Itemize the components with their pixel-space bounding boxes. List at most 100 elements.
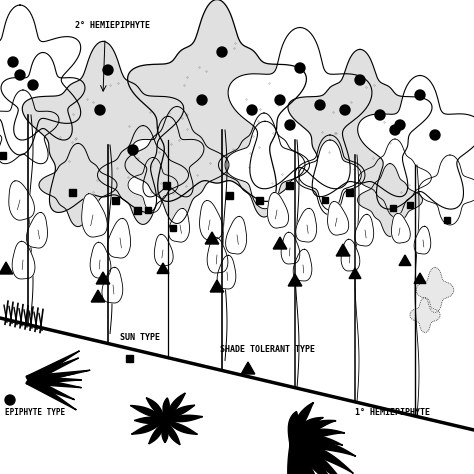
Polygon shape [155, 234, 173, 266]
Text: 2° HEMIEPIPHYTE: 2° HEMIEPIPHYTE [75, 21, 150, 30]
Polygon shape [207, 237, 228, 273]
Polygon shape [210, 280, 224, 292]
Polygon shape [165, 405, 195, 420]
Polygon shape [273, 237, 287, 249]
Circle shape [395, 120, 405, 130]
Polygon shape [267, 192, 289, 228]
Polygon shape [27, 370, 90, 384]
Polygon shape [27, 376, 74, 400]
Polygon shape [228, 27, 372, 189]
Polygon shape [0, 5, 81, 155]
Polygon shape [12, 241, 35, 279]
Polygon shape [419, 155, 474, 225]
Polygon shape [290, 436, 343, 445]
Polygon shape [26, 351, 80, 383]
Polygon shape [157, 263, 169, 273]
Polygon shape [281, 232, 300, 264]
Text: EPIPHYTE TYPE: EPIPHYTE TYPE [5, 408, 65, 417]
Polygon shape [163, 398, 169, 420]
Polygon shape [296, 209, 317, 242]
Polygon shape [217, 255, 236, 289]
Polygon shape [359, 139, 431, 217]
Circle shape [295, 63, 305, 73]
Circle shape [247, 105, 257, 115]
Bar [135, 207, 142, 213]
Circle shape [103, 65, 113, 75]
Bar [227, 191, 234, 199]
Polygon shape [290, 420, 336, 445]
Polygon shape [128, 157, 178, 212]
Circle shape [217, 47, 227, 57]
Polygon shape [0, 90, 59, 164]
Polygon shape [410, 298, 440, 332]
Polygon shape [288, 274, 302, 286]
Polygon shape [165, 393, 185, 420]
Polygon shape [290, 445, 345, 474]
Circle shape [275, 95, 285, 105]
Polygon shape [358, 75, 474, 209]
Bar [0, 152, 7, 158]
Circle shape [430, 130, 440, 140]
Polygon shape [26, 377, 76, 410]
Polygon shape [293, 249, 312, 281]
Bar [70, 189, 76, 195]
Polygon shape [295, 135, 365, 215]
Polygon shape [336, 244, 350, 256]
Polygon shape [399, 255, 411, 265]
Polygon shape [290, 418, 323, 445]
Polygon shape [341, 239, 360, 271]
Bar [256, 197, 264, 203]
Polygon shape [27, 376, 82, 388]
Bar [112, 197, 119, 203]
Circle shape [15, 70, 25, 80]
Bar [390, 205, 396, 211]
Polygon shape [125, 107, 229, 223]
Bar [444, 217, 450, 223]
Polygon shape [290, 445, 326, 474]
Polygon shape [131, 420, 165, 434]
Polygon shape [349, 268, 361, 279]
Polygon shape [241, 362, 255, 374]
Polygon shape [290, 402, 313, 445]
Bar [322, 197, 328, 203]
Polygon shape [22, 41, 184, 212]
Circle shape [340, 105, 350, 115]
Circle shape [415, 90, 425, 100]
Polygon shape [414, 273, 426, 283]
Bar [127, 355, 134, 362]
Polygon shape [82, 194, 107, 237]
Polygon shape [165, 420, 180, 445]
Polygon shape [288, 49, 432, 197]
Circle shape [375, 110, 385, 120]
Polygon shape [226, 216, 246, 254]
Polygon shape [132, 116, 204, 197]
Polygon shape [414, 226, 431, 254]
Circle shape [95, 105, 105, 115]
Polygon shape [130, 405, 165, 420]
Circle shape [8, 57, 18, 67]
Circle shape [355, 75, 365, 85]
Polygon shape [328, 201, 349, 235]
Polygon shape [91, 290, 105, 302]
Circle shape [128, 145, 138, 155]
Polygon shape [134, 417, 165, 423]
Polygon shape [90, 242, 111, 278]
Polygon shape [96, 272, 110, 284]
Polygon shape [288, 411, 298, 445]
Polygon shape [169, 209, 190, 242]
Polygon shape [165, 420, 198, 434]
Circle shape [28, 80, 38, 90]
Text: SHADE TOLERANT TYPE: SHADE TOLERANT TYPE [220, 345, 315, 354]
Bar [164, 182, 171, 189]
Polygon shape [392, 213, 410, 243]
Polygon shape [355, 214, 374, 246]
Polygon shape [219, 113, 310, 217]
Polygon shape [290, 429, 345, 445]
Polygon shape [27, 358, 79, 383]
Polygon shape [39, 144, 117, 227]
Polygon shape [290, 445, 309, 474]
Circle shape [390, 125, 400, 135]
Bar [407, 202, 413, 208]
Polygon shape [98, 126, 189, 224]
Bar [145, 207, 151, 213]
